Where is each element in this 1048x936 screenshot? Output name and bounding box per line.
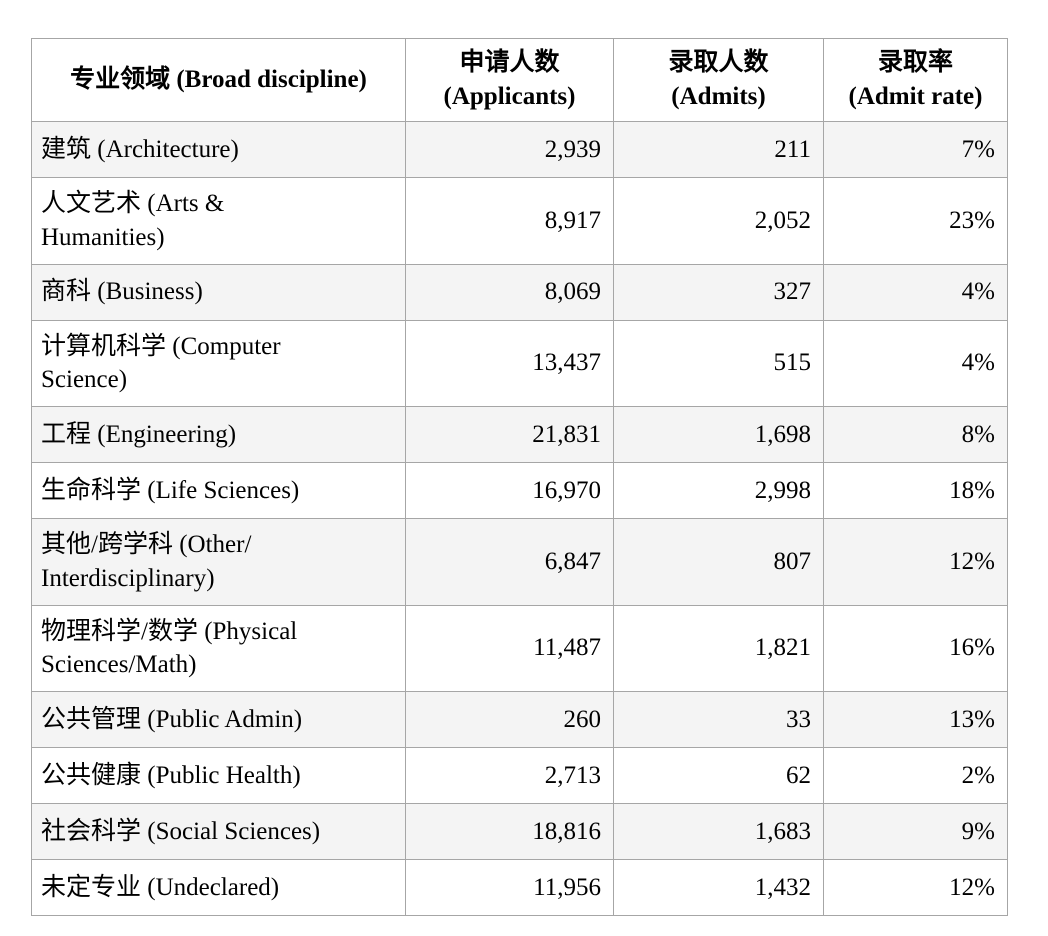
- applicants-cell: 18,816: [405, 803, 614, 860]
- applicants-cell: 21,831: [405, 406, 614, 463]
- header-discipline: 专业领域 (Broad discipline): [31, 38, 406, 122]
- discipline-cell: 社会科学 (Social Sciences): [31, 803, 406, 860]
- table-header: 专业领域 (Broad discipline) 申请人数 (Applicants…: [31, 38, 1008, 122]
- admit-rate-cell: 13%: [823, 691, 1008, 748]
- applicants-cell: 13,437: [405, 319, 614, 407]
- admit-rate-cell: 7%: [823, 121, 1008, 178]
- table-row: 公共健康 (Public Health) 2,713 62 2%: [31, 747, 1008, 804]
- table-row: 人文艺术 (Arts & Humanities) 8,917 2,052 23%: [31, 177, 1008, 265]
- admits-cell: 515: [613, 319, 824, 407]
- discipline-cell: 商科 (Business): [31, 263, 406, 321]
- admits-cell: 807: [613, 518, 824, 606]
- table-row: 建筑 (Architecture) 2,939 211 7%: [31, 121, 1008, 178]
- table-row: 物理科学/数学 (Physical Sciences/Math) 11,487 1,…: [31, 604, 1008, 692]
- applicants-cell: 260: [405, 691, 614, 748]
- header-row: 专业领域 (Broad discipline) 申请人数 (Applicants…: [31, 38, 1008, 122]
- table-body: 建筑 (Architecture) 2,939 211 7% 人文艺术 (Arts & …: [31, 121, 1008, 916]
- admit-rate-cell: 4%: [823, 319, 1008, 407]
- discipline-cell: 建筑 (Architecture): [31, 121, 406, 178]
- header-admit-rate: 录取率 (Admit rate): [823, 38, 1008, 122]
- table-row: 商科 (Business) 8,069 327 4%: [31, 263, 1008, 321]
- applicants-cell: 8,917: [405, 177, 614, 265]
- discipline-cell: 公共管理 (Public Admin): [31, 691, 406, 748]
- applicants-cell: 11,487: [405, 604, 614, 692]
- admit-rate-cell: 12%: [823, 859, 1008, 916]
- admit-rate-cell: 9%: [823, 803, 1008, 860]
- applicants-cell: 16,970: [405, 462, 614, 519]
- discipline-cell: 物理科学/数学 (Physical Sciences/Math): [31, 604, 406, 692]
- discipline-cell: 生命科学 (Life Sciences): [31, 462, 406, 519]
- admit-rate-cell: 4%: [823, 263, 1008, 321]
- discipline-cell: 公共健康 (Public Health): [31, 747, 406, 804]
- admit-rate-cell: 18%: [823, 462, 1008, 519]
- table-row: 生命科学 (Life Sciences) 16,970 2,998 18%: [31, 462, 1008, 519]
- applicants-cell: 2,713: [405, 747, 614, 804]
- admits-cell: 33: [613, 691, 824, 748]
- table-row: 工程 (Engineering) 21,831 1,698 8%: [31, 406, 1008, 463]
- admits-cell: 1,821: [613, 604, 824, 692]
- discipline-cell: 人文艺术 (Arts & Humanities): [31, 177, 406, 265]
- applicants-cell: 2,939: [405, 121, 614, 178]
- admit-rate-cell: 23%: [823, 177, 1008, 265]
- discipline-cell: 计算机科学 (Computer Science): [31, 319, 406, 407]
- discipline-cell: 工程 (Engineering): [31, 406, 406, 463]
- discipline-cell: 其他/跨学科 (Other/ Interdisciplinary): [31, 518, 406, 606]
- admits-cell: 1,683: [613, 803, 824, 860]
- header-admits: 录取人数 (Admits): [613, 38, 824, 122]
- admits-cell: 211: [613, 121, 824, 178]
- table-row: 社会科学 (Social Sciences) 18,816 1,683 9%: [31, 803, 1008, 860]
- table-row: 未定专业 (Undeclared) 11,956 1,432 12%: [31, 859, 1008, 916]
- applicants-cell: 6,847: [405, 518, 614, 606]
- admit-rate-cell: 8%: [823, 406, 1008, 463]
- admit-rate-cell: 16%: [823, 604, 1008, 692]
- applicants-cell: 8,069: [405, 263, 614, 321]
- admits-cell: 62: [613, 747, 824, 804]
- admits-cell: 327: [613, 263, 824, 321]
- table-row: 公共管理 (Public Admin) 260 33 13%: [31, 691, 1008, 748]
- admits-cell: 2,998: [613, 462, 824, 519]
- admits-cell: 1,432: [613, 859, 824, 916]
- admits-cell: 2,052: [613, 177, 824, 265]
- admit-rate-cell: 12%: [823, 518, 1008, 606]
- discipline-cell: 未定专业 (Undeclared): [31, 859, 406, 916]
- admits-cell: 1,698: [613, 406, 824, 463]
- header-applicants: 申请人数 (Applicants): [405, 38, 614, 122]
- admissions-table-container: 专业领域 (Broad discipline) 申请人数 (Applicants…: [31, 38, 1008, 916]
- table-row: 计算机科学 (Computer Science) 13,437 515 4%: [31, 319, 1008, 407]
- table-row: 其他/跨学科 (Other/ Interdisciplinary) 6,847 80…: [31, 518, 1008, 606]
- admissions-by-discipline-table: 专业领域 (Broad discipline) 申请人数 (Applicants…: [31, 38, 1008, 916]
- admit-rate-cell: 2%: [823, 747, 1008, 804]
- applicants-cell: 11,956: [405, 859, 614, 916]
